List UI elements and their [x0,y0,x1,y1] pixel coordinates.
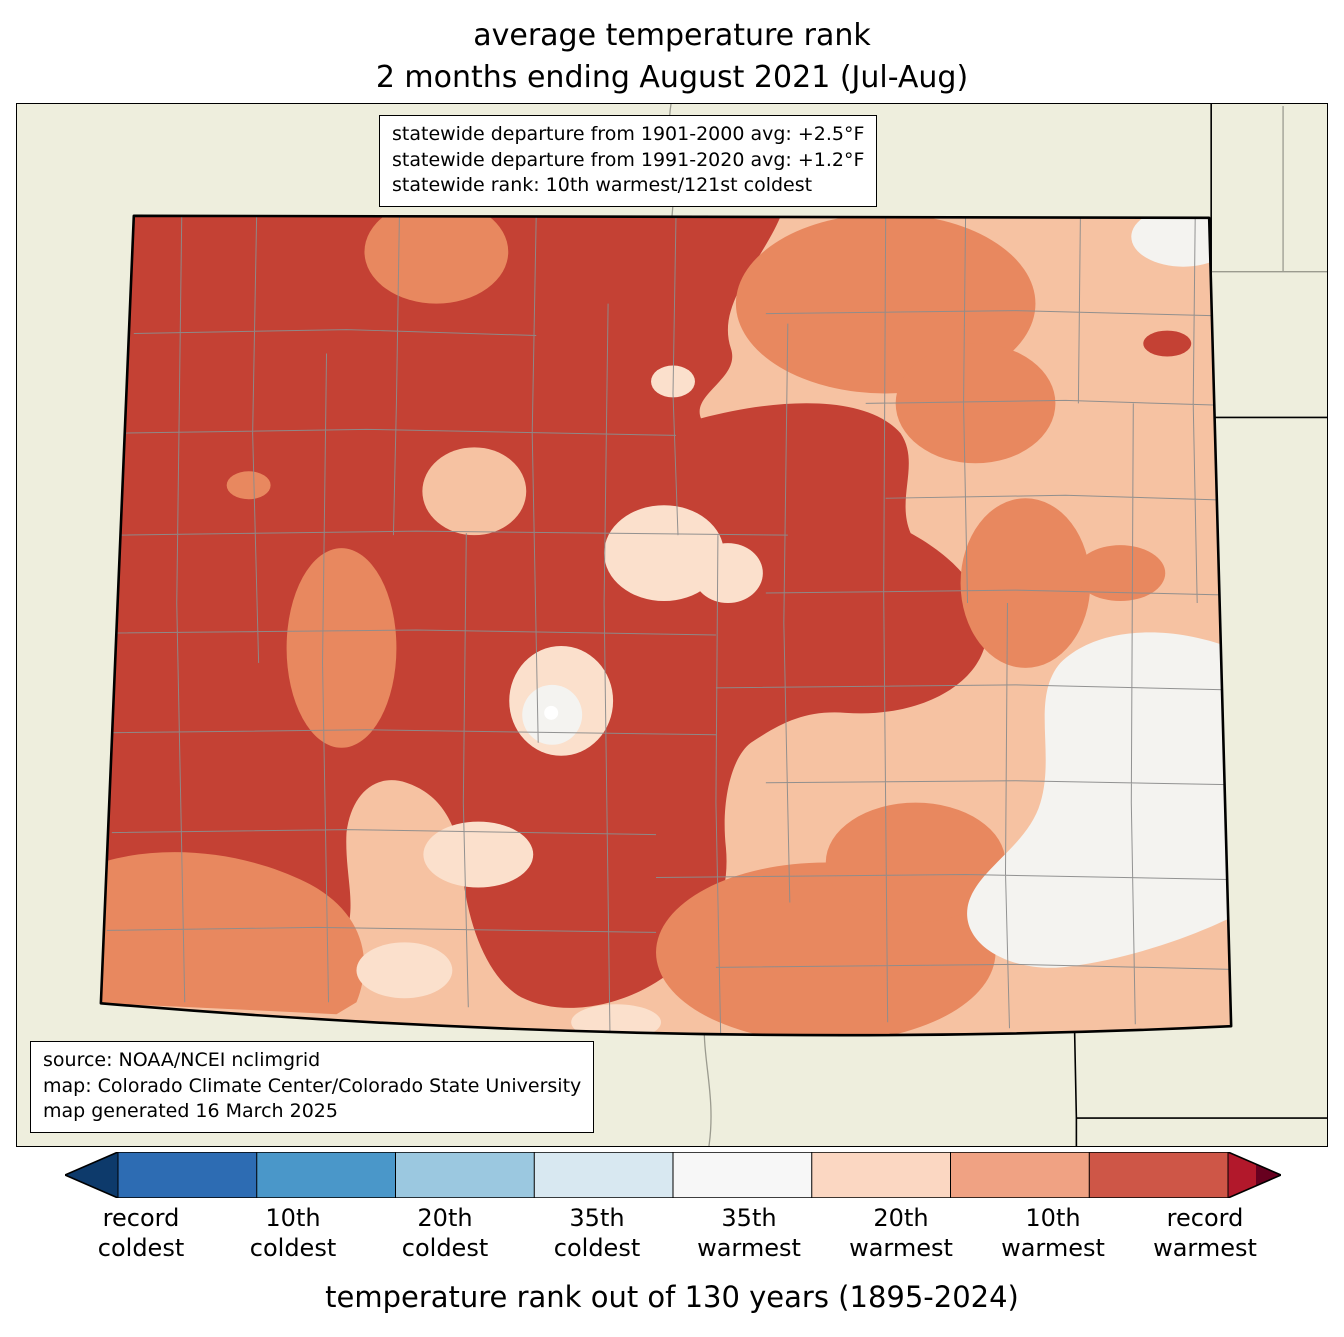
fill-warm35-patches [422,447,527,536]
colorbar-segment [673,1152,812,1198]
map-area: statewide departure from 1901-2000 avg: … [16,103,1328,1147]
colorbar-right-arrow-tip [1256,1163,1281,1187]
statewide-stats-box: statewide departure from 1901-2000 avg: … [379,115,878,207]
source-line-2: map: Colorado Climate Center/Colorado St… [43,1074,582,1097]
colorado-state-border [99,214,1233,1037]
colorbar-labels: record coldest 10th coldest 20th coldest… [65,1203,1281,1263]
colorbar-label-35th-coldest: 35th coldest [553,1204,641,1262]
colorbar-scale [65,1152,1281,1198]
title-line-2: 2 months ending August 2021 (Jul-Aug) [375,60,969,95]
colorbar-label-record-warmest: record warmest [1153,1204,1257,1262]
colorbar-segment [118,1152,257,1198]
colorbar-axis-title: temperature rank out of 130 years (1895-… [325,1280,1019,1314]
source-line-1: source: NOAA/NCEI nclimgrid [43,1049,321,1072]
source-line-3: map generated 16 March 2025 [43,1100,338,1123]
colorbar-left-arrow [65,1152,118,1198]
colorbar-label-35th-warmest: 35th warmest [697,1204,801,1262]
colorbar-segment [534,1152,673,1198]
colorbar-label-10th-coldest: 10th coldest [249,1204,337,1262]
colorbar-label-20th-coldest: 20th coldest [401,1204,489,1262]
colorbar-segment [1089,1152,1228,1198]
temperature-fill-layer [100,215,1232,1036]
fill-cream-patches [356,365,763,1036]
colorbar-segment [950,1152,1090,1198]
title-line-1: average temperature rank [473,18,871,53]
stats-line-2: statewide departure from 1991-2020 avg: … [392,148,865,171]
colorbar-segment [811,1152,951,1198]
fill-warm20-regions [100,215,1166,1036]
colorbar-label-20th-warmest: 20th warmest [849,1204,953,1262]
colorbar-segment-dividers [117,1152,1229,1198]
colorbar-segment [395,1152,535,1198]
colorbar-label-10th-warmest: 10th warmest [1001,1204,1105,1262]
colorbar-label-record-coldest: record coldest [97,1204,185,1262]
stats-line-3: statewide rank: 10th warmest/121st colde… [392,174,813,197]
source-attribution-box: source: NOAA/NCEI nclimgrid map: Colorad… [30,1041,595,1133]
county-boundaries [106,215,1232,1036]
colorbar-right-arrow [1228,1152,1281,1198]
stats-line-1: statewide departure from 1901-2000 avg: … [392,123,865,145]
colorbar [65,1152,1281,1198]
colorado-map [17,104,1327,1146]
colorbar-segment [256,1152,396,1198]
